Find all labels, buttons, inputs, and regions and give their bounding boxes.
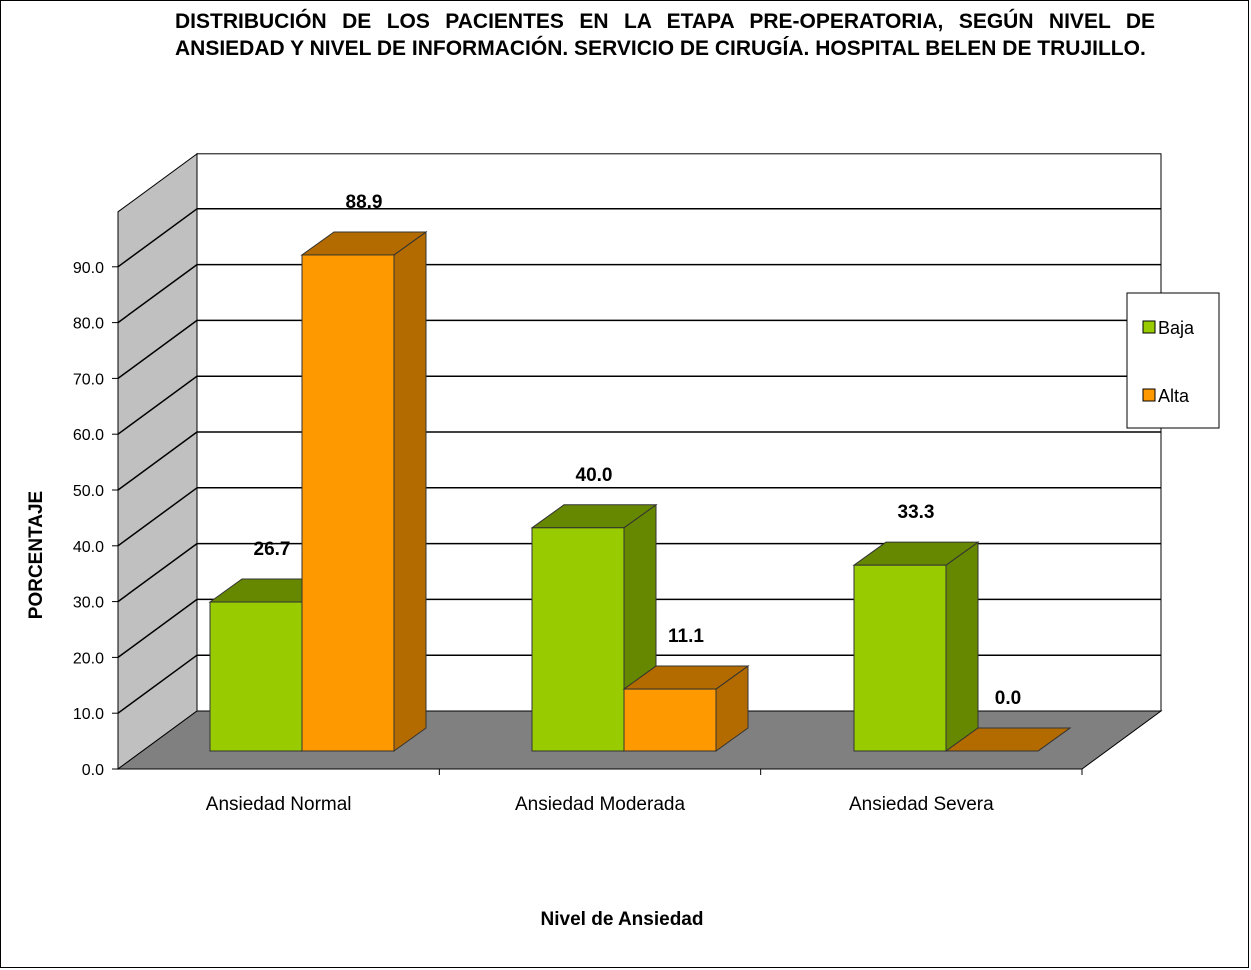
y-tick-label: 10.0	[73, 706, 104, 723]
data-label: 11.1	[668, 626, 704, 647]
bar-front	[209, 601, 303, 752]
gridline-side	[117, 542, 198, 603]
bar-side	[945, 541, 979, 752]
bar-baja-3	[852, 541, 980, 752]
bar-front	[853, 564, 947, 752]
y-tick-label: 70.0	[73, 371, 104, 388]
legend-swatch-baja	[1142, 320, 1156, 334]
x-axis-title: Nivel de Ansiedad	[541, 909, 704, 930]
legend-swatch-alta	[1142, 388, 1156, 402]
x-category-label: Ansiedad Severa	[849, 794, 994, 815]
legend-box	[1126, 292, 1220, 429]
y-axis-title: PORCENTAJE	[26, 491, 47, 619]
data-label: 26.7	[254, 539, 291, 560]
y-tick-label: 90.0	[73, 260, 104, 277]
gridline-side	[117, 208, 198, 268]
y-tick-label: 60.0	[73, 427, 104, 444]
gridline-side	[117, 654, 198, 714]
bar-front	[531, 527, 625, 752]
legend: Baja Alta	[1126, 292, 1220, 429]
bars: 26.7 88.9 40.0 11.1 33.3 0.0	[208, 192, 1072, 752]
data-label: 40.0	[576, 465, 613, 486]
data-label: 88.9	[346, 192, 383, 213]
y-tick-label: 0.0	[82, 762, 104, 779]
y-tick-label: 80.0	[73, 316, 104, 333]
bar-alta-1	[300, 230, 428, 752]
gridline-side	[117, 375, 198, 435]
x-category-label: Ansiedad Moderada	[515, 794, 685, 815]
gridline-side	[117, 598, 198, 659]
bar-alta-3	[944, 727, 1072, 752]
y-tick-label: 40.0	[73, 539, 104, 556]
bar-front	[623, 688, 717, 752]
legend-label-baja: Baja	[1158, 318, 1195, 338]
gridline-side	[117, 263, 198, 324]
gridline-side	[117, 319, 198, 380]
x-category-labels: Ansiedad Normal Ansiedad Moderada Ansiedad…	[206, 769, 1083, 815]
bar-side	[393, 230, 427, 752]
data-label: 0.0	[995, 688, 1021, 709]
x-category-label: Ansiedad Normal	[206, 794, 352, 815]
legend-label-alta: Alta	[1158, 386, 1190, 406]
bar-front	[301, 254, 395, 752]
gridline-side	[117, 431, 198, 491]
y-tick-label: 20.0	[73, 650, 104, 667]
bar-alta-2	[622, 665, 750, 752]
y-tick-label: 30.0	[73, 595, 104, 612]
gridline-side	[117, 487, 198, 547]
data-label: 33.3	[898, 502, 935, 523]
bar-top	[944, 727, 1072, 752]
y-tick-label: 50.0	[73, 483, 104, 500]
chart-title: DISTRIBUCIÓN DE LOS PACIENTES EN LA ETAP…	[175, 10, 1155, 60]
y-tick-labels: 0.0 10.0 20.0 30.0 40.0 50.0 60.0 70.0 80.0 90.0	[73, 260, 104, 779]
